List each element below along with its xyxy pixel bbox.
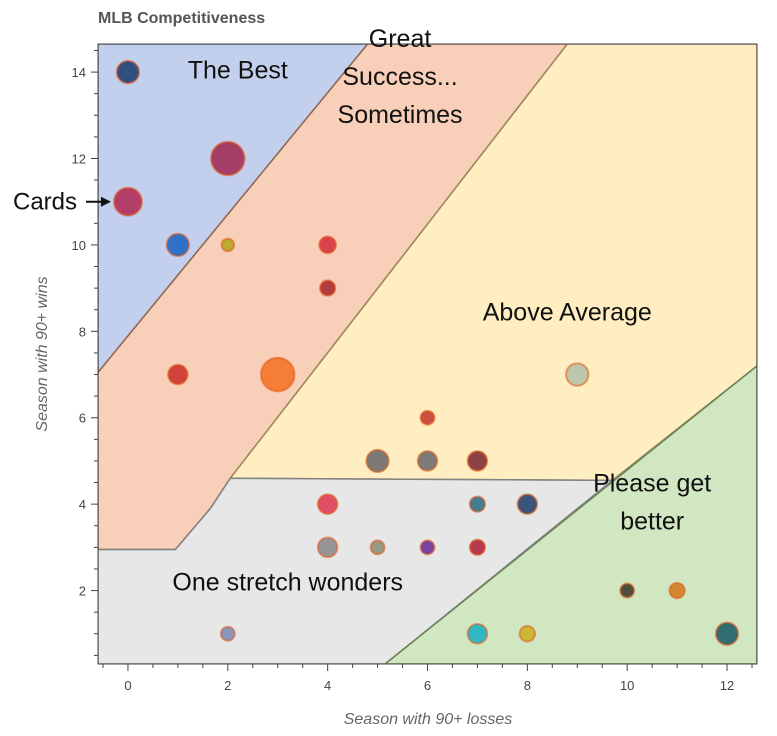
data-point (466, 450, 489, 472)
data-point (668, 581, 686, 600)
chart-title: MLB Competitiveness (98, 10, 266, 27)
region-label: The Best (188, 57, 288, 85)
data-point (112, 186, 143, 217)
region-label: Success... (342, 63, 457, 91)
x-tick-label: 8 (524, 678, 531, 693)
data-point (318, 235, 338, 255)
x-tick-label: 12 (720, 678, 734, 693)
data-point (468, 495, 487, 513)
data-point (115, 59, 141, 85)
data-point (316, 536, 339, 559)
region-one-stretch-wonders (98, 477, 615, 664)
data-point (210, 140, 246, 177)
data-point (167, 363, 189, 386)
data-point (565, 362, 590, 387)
data-point (468, 538, 487, 557)
data-point (419, 409, 436, 426)
region-label: Sometimes (338, 101, 463, 129)
annotation-label: Cards (13, 189, 77, 216)
data-point (419, 539, 436, 556)
x-tick-label: 4 (324, 678, 331, 693)
data-point (516, 493, 539, 515)
x-tick-label: 0 (124, 678, 131, 693)
region-please-get-better (383, 364, 757, 664)
y-tick-label: 8 (79, 324, 86, 339)
data-point (316, 493, 339, 515)
annotation-arrowhead (100, 196, 111, 207)
region-label: Great (369, 25, 432, 53)
y-tick-label: 14 (72, 65, 86, 80)
region-layer (98, 44, 757, 664)
x-tick-label: 2 (224, 678, 231, 693)
x-tick-label: 6 (424, 678, 431, 693)
region-label: Please get (593, 470, 711, 498)
region-label: better (620, 508, 684, 536)
data-point (220, 237, 236, 253)
y-tick-label: 10 (72, 238, 86, 253)
data-point (714, 621, 740, 646)
data-point (466, 622, 489, 645)
annotation-layer: Cards (13, 189, 111, 216)
y-tick-label: 4 (79, 497, 86, 512)
y-tick-label: 6 (79, 411, 86, 426)
data-point (259, 356, 296, 393)
x-tick-label: 10 (620, 678, 634, 693)
y-axis-label: Season with 90+ wins (34, 276, 51, 431)
data-point (365, 448, 390, 474)
data-point (369, 539, 386, 556)
region-label: One stretch wonders (172, 569, 403, 597)
y-tick-label: 12 (72, 151, 86, 166)
data-point (219, 625, 236, 642)
region-label: Above Average (483, 299, 652, 327)
axes-layer: 0 2 4 6 8 10 12 2 4 6 8 10 12 14 (72, 49, 753, 693)
data-point (165, 232, 191, 258)
region-label-layer: The Best Great Success... Sometimes Above Av… (172, 25, 711, 597)
data-point (416, 450, 439, 472)
y-tick-label: 2 (79, 584, 86, 599)
data-point (619, 582, 636, 599)
points-layer (112, 59, 740, 646)
x-axis-label: Season with 90+ losses (344, 711, 513, 728)
data-point (318, 279, 337, 297)
data-point (518, 625, 537, 643)
